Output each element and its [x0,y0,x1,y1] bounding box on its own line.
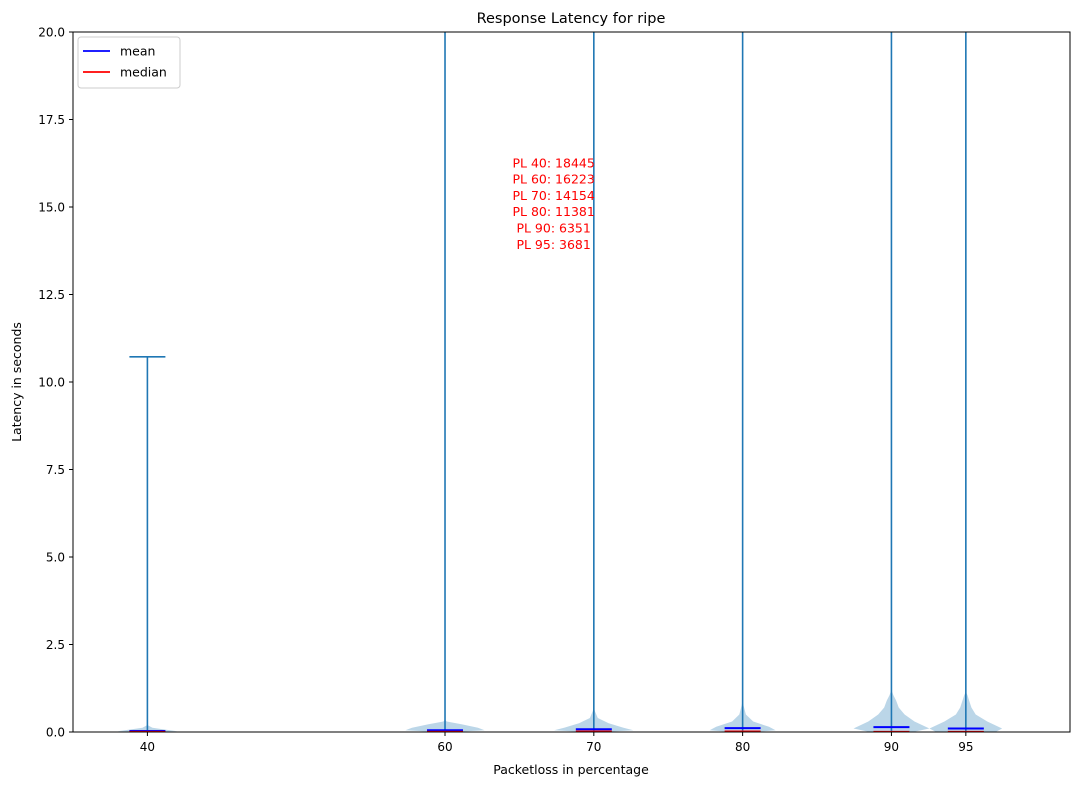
annotation-line-1: PL 40: 18445 [512,155,594,170]
legend-frame [77,36,181,89]
y-tick-label-10.0: 10.0 [38,376,65,390]
legend-label-median: median [120,65,167,80]
x-tick-label-40: 40 [140,740,155,754]
legend: mean median [77,36,181,89]
y-axis-label: Latency in seconds [9,322,24,442]
annotation-line-2: PL 60: 16223 [512,172,594,187]
annotation-line-6: PL 95: 3681 [516,237,590,252]
axis-ticks: 40 60 70 80 90 95 0.0 2.5 5.0 7.5 10.0 12.5 15.0 17.5… [38,26,973,755]
violin-lines [129,32,984,733]
x-tick-label-95: 95 [958,740,973,754]
violin-bodies [117,690,1003,732]
x-axis-label: Packetloss in percentage [493,762,649,777]
y-tick-label-7.5: 7.5 [46,463,65,477]
y-tick-label-15.0: 15.0 [38,201,65,215]
chart-title: Response Latency for ripe [477,11,666,27]
plot-area-frame [72,31,1071,733]
x-tick-label-90: 90 [884,740,899,754]
annotation-line-4: PL 80: 11381 [512,204,594,219]
annotation-line-5: PL 90: 6351 [516,220,590,235]
annotation-line-3: PL 70: 14154 [512,188,594,203]
y-tick-label-12.5: 12.5 [38,288,65,302]
x-tick-label-80: 80 [735,740,750,754]
y-tick-label-5.0: 5.0 [46,551,65,565]
legend-label-mean: mean [120,44,155,59]
y-tick-label-17.5: 17.5 [38,113,65,127]
x-tick-label-60: 60 [437,740,452,754]
y-tick-label-20.0: 20.0 [38,26,65,40]
y-tick-label-0.0: 0.0 [46,726,65,740]
x-tick-label-70: 70 [586,740,601,754]
y-tick-label-2.5: 2.5 [46,638,65,652]
